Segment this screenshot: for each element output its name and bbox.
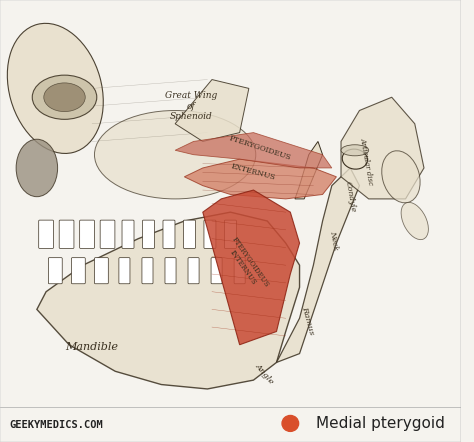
Ellipse shape bbox=[342, 149, 367, 169]
Text: Angle: Angle bbox=[254, 362, 276, 385]
Ellipse shape bbox=[7, 23, 103, 153]
FancyBboxPatch shape bbox=[183, 220, 195, 248]
Ellipse shape bbox=[44, 83, 85, 111]
Text: Mandible: Mandible bbox=[66, 342, 118, 352]
Text: Condyle: Condyle bbox=[344, 180, 357, 213]
FancyBboxPatch shape bbox=[119, 258, 130, 284]
Ellipse shape bbox=[401, 202, 428, 240]
FancyBboxPatch shape bbox=[72, 258, 85, 284]
FancyBboxPatch shape bbox=[100, 220, 115, 248]
Polygon shape bbox=[184, 159, 337, 199]
Text: PTERYGOIDEUS
INTERNUS: PTERYGOIDEUS INTERNUS bbox=[222, 236, 271, 294]
FancyBboxPatch shape bbox=[122, 220, 134, 248]
Ellipse shape bbox=[32, 75, 97, 119]
Polygon shape bbox=[37, 212, 300, 389]
Polygon shape bbox=[341, 97, 424, 199]
FancyBboxPatch shape bbox=[39, 220, 54, 248]
FancyBboxPatch shape bbox=[143, 220, 155, 248]
FancyBboxPatch shape bbox=[48, 258, 62, 284]
Text: Medial pterygoid: Medial pterygoid bbox=[316, 416, 445, 431]
Text: GEEKYMEDICS.COM: GEEKYMEDICS.COM bbox=[9, 420, 103, 430]
Text: Ramus: Ramus bbox=[300, 305, 316, 335]
FancyBboxPatch shape bbox=[234, 258, 245, 284]
Ellipse shape bbox=[382, 151, 420, 203]
FancyBboxPatch shape bbox=[163, 220, 175, 248]
Ellipse shape bbox=[94, 110, 256, 199]
Polygon shape bbox=[175, 133, 332, 168]
Polygon shape bbox=[175, 80, 249, 141]
FancyBboxPatch shape bbox=[165, 258, 176, 284]
FancyBboxPatch shape bbox=[142, 258, 153, 284]
Ellipse shape bbox=[16, 139, 58, 197]
Text: Articular disc: Articular disc bbox=[358, 137, 374, 186]
FancyBboxPatch shape bbox=[59, 220, 74, 248]
Text: PTERYGOIDEUS: PTERYGOIDEUS bbox=[228, 134, 292, 162]
FancyBboxPatch shape bbox=[224, 220, 237, 248]
Polygon shape bbox=[295, 141, 323, 199]
Text: EXTERNUS: EXTERNUS bbox=[230, 163, 277, 182]
FancyBboxPatch shape bbox=[211, 258, 222, 284]
Text: Great Wing
of
Sphenoid: Great Wing of Sphenoid bbox=[165, 91, 218, 121]
FancyBboxPatch shape bbox=[0, 0, 461, 442]
FancyBboxPatch shape bbox=[94, 258, 108, 284]
FancyBboxPatch shape bbox=[204, 220, 216, 248]
Circle shape bbox=[282, 415, 299, 431]
Polygon shape bbox=[276, 168, 359, 362]
Polygon shape bbox=[203, 190, 300, 345]
FancyBboxPatch shape bbox=[80, 220, 94, 248]
FancyBboxPatch shape bbox=[188, 258, 199, 284]
Ellipse shape bbox=[341, 145, 369, 156]
Text: Neck: Neck bbox=[328, 230, 340, 251]
